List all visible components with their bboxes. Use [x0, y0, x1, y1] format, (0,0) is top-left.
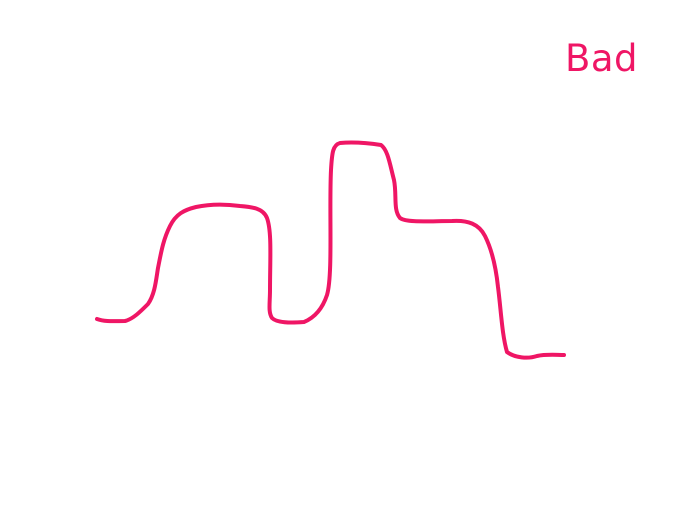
- bad-label: Bad: [565, 37, 639, 80]
- freehand-waveform-line: [95, 140, 566, 360]
